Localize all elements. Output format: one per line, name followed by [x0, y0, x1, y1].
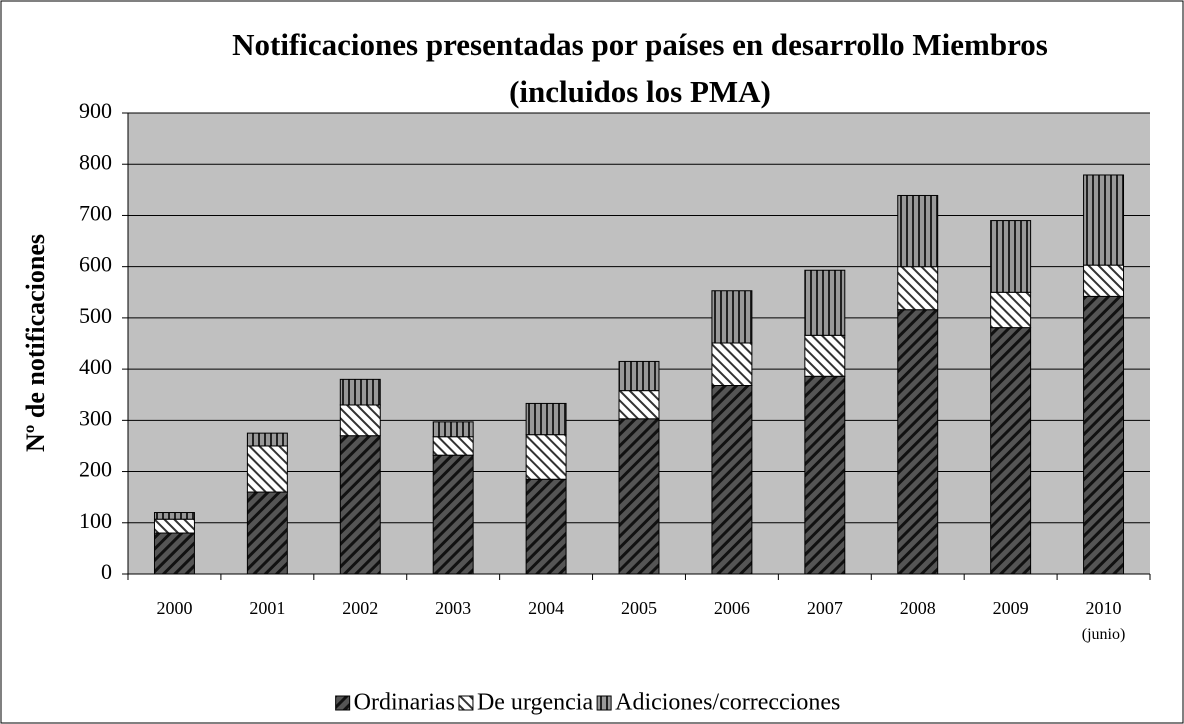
y-axis-label: Nº de notificaciones	[21, 234, 50, 452]
x-tick-label: 2009	[993, 598, 1029, 618]
x-tick-label: 2008	[900, 598, 936, 618]
x-tick-label: 2000	[156, 598, 192, 618]
x-tick-label: 2003	[435, 598, 471, 618]
y-tick-label: 300	[79, 405, 112, 430]
bar-segment	[432, 436, 474, 456]
bar-segment	[1083, 295, 1125, 575]
bar-segment	[432, 454, 474, 575]
bar-segment	[618, 418, 660, 575]
legend-swatch	[596, 695, 612, 711]
y-tick-label: 900	[79, 98, 112, 123]
bar-segment	[246, 445, 288, 493]
bar-segment	[804, 375, 846, 575]
bar-segment	[246, 432, 288, 447]
x-tick-label: 2005	[621, 598, 657, 618]
y-tick-label: 500	[79, 303, 112, 328]
x-tick-label: 2010 (junio)	[1082, 598, 1126, 643]
bar-segment	[897, 309, 939, 575]
bar-segment	[1083, 264, 1125, 297]
legend-swatch	[458, 695, 474, 711]
bar-segment	[339, 404, 381, 437]
y-tick-label: 700	[79, 200, 112, 225]
bar-segment	[153, 512, 195, 520]
legend-label: Adiciones/correcciones	[615, 690, 840, 716]
x-tick-label: 2001	[249, 598, 285, 618]
x-tick-label: 2006	[714, 598, 750, 618]
bar-segment	[990, 220, 1032, 293]
bar-segment	[246, 491, 288, 575]
bar-segment	[153, 518, 195, 534]
bar-segment	[1083, 174, 1125, 266]
bar-segment	[990, 327, 1032, 575]
bar-segment	[432, 421, 474, 438]
bar-segment	[804, 269, 846, 336]
y-tick-label: 600	[79, 252, 112, 277]
bar-segment	[525, 478, 567, 575]
chart-title: Notificaciones presentadas por países en…	[232, 27, 1048, 62]
legend-label: De urgencia	[477, 690, 594, 716]
bar-segment	[339, 435, 381, 575]
bar-segment	[618, 390, 660, 420]
bar-segment	[897, 194, 939, 268]
bar-segment	[525, 402, 567, 436]
y-tick-label: 400	[79, 354, 112, 379]
bar-segment	[804, 334, 846, 377]
y-tick-label: 100	[79, 508, 112, 533]
x-tick-label: 2002	[342, 598, 378, 618]
y-tick-label: 0	[101, 559, 112, 584]
bar-segment	[339, 378, 381, 406]
bar-segment	[618, 360, 660, 392]
bar-segment	[153, 532, 195, 575]
legend-swatch	[335, 695, 351, 711]
chart-title: (incluidos los PMA)	[509, 74, 771, 109]
x-tick-label: 2007	[807, 598, 843, 618]
legend-label: Ordinarias	[354, 690, 455, 716]
y-tick-label: 200	[79, 457, 112, 482]
bar-segment	[990, 291, 1032, 329]
bar-segment	[525, 434, 567, 480]
y-tick-label: 800	[79, 149, 112, 174]
bar-segment	[711, 290, 753, 344]
x-tick-label: 2004	[528, 598, 564, 618]
bar-segment	[897, 266, 939, 311]
bar-segment	[711, 342, 753, 387]
bar-segment	[711, 385, 753, 575]
